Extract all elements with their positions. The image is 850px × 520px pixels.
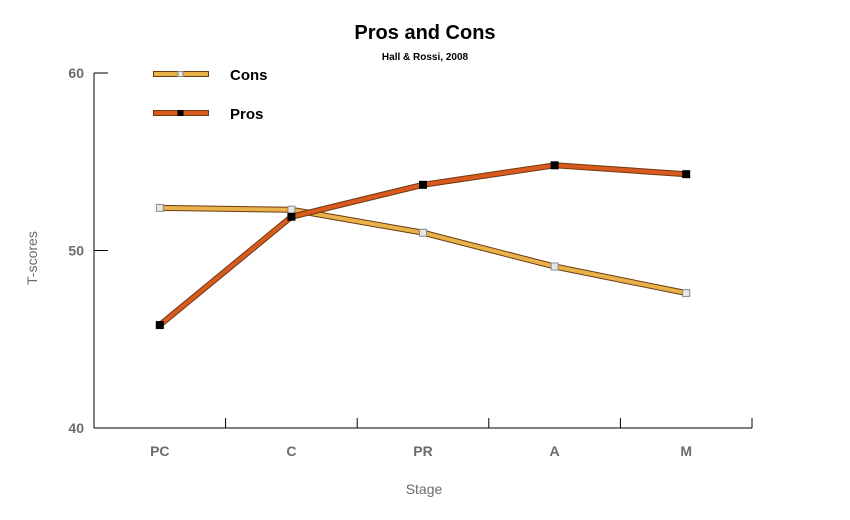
data-point bbox=[155, 203, 164, 212]
y-axis-label: T-scores bbox=[24, 231, 40, 285]
series-layer bbox=[155, 161, 691, 330]
x-tick-label: C bbox=[286, 443, 296, 459]
series-cons bbox=[155, 203, 691, 298]
y-tick-label: 40 bbox=[68, 420, 84, 436]
data-point bbox=[419, 228, 427, 237]
x-tick-label: PC bbox=[150, 443, 169, 459]
legend-marker bbox=[177, 110, 184, 116]
x-tick-label: M bbox=[680, 443, 692, 459]
legend-label: Pros bbox=[230, 106, 263, 123]
axes: 40 50 60 PC C PR A M bbox=[68, 65, 753, 459]
data-point bbox=[419, 180, 427, 189]
data-point bbox=[550, 161, 559, 170]
x-tick-label: A bbox=[550, 443, 560, 459]
series-pros bbox=[155, 161, 691, 330]
data-point bbox=[287, 212, 296, 221]
x-axis-label: Stage bbox=[406, 481, 443, 497]
legend: Cons Pros bbox=[153, 67, 268, 123]
legend-item-pros: Pros bbox=[153, 106, 263, 123]
legend-label: Cons bbox=[230, 67, 268, 84]
data-point bbox=[682, 289, 691, 298]
y-tick-label: 50 bbox=[68, 243, 84, 259]
series-line-outline bbox=[156, 162, 690, 329]
data-point bbox=[682, 170, 691, 179]
data-point bbox=[155, 321, 164, 330]
series-line bbox=[157, 163, 689, 328]
y-tick-label: 60 bbox=[68, 65, 84, 81]
data-point bbox=[287, 205, 296, 214]
series-line-outline bbox=[156, 204, 690, 297]
series-line bbox=[157, 205, 689, 296]
chart-subtitle: Hall & Rossi, 2008 bbox=[382, 52, 469, 63]
data-point bbox=[550, 262, 559, 271]
chart-title: Pros and Cons bbox=[354, 22, 495, 44]
legend-marker bbox=[177, 71, 184, 77]
legend-item-cons: Cons bbox=[153, 67, 268, 84]
x-tick-label: PR bbox=[413, 443, 432, 459]
